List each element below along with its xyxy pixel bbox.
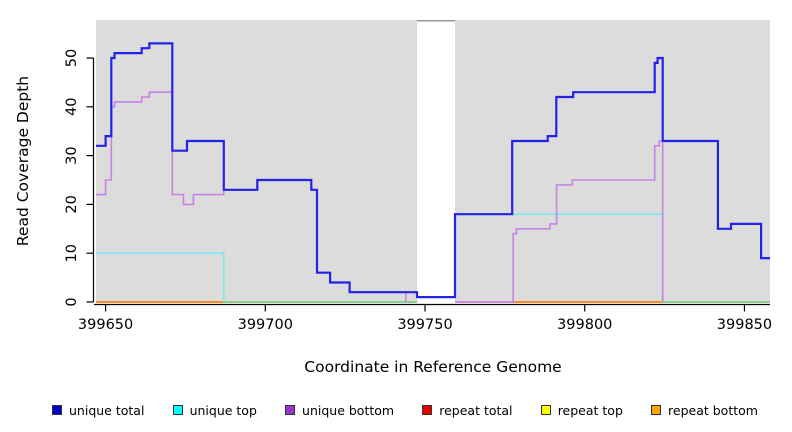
legend-label: unique total (69, 402, 145, 418)
y-axis-tick-label: 40 (64, 98, 80, 116)
y-axis-tick-label: 20 (64, 195, 80, 213)
x-axis-tick-label: 399800 (557, 317, 612, 333)
legend-label: repeat top (557, 402, 623, 418)
y-axis-title: Read Coverage Depth (14, 76, 32, 246)
legend-label: repeat total (439, 402, 513, 418)
legend-label: unique top (189, 402, 257, 418)
y-axis-tick-label: 0 (64, 297, 80, 306)
chart-canvas: 399650 399700 399750 399800 399850 0 10 20 30 40 5… (14, 20, 772, 376)
legend-swatch-repeat-bottom (651, 405, 662, 415)
legend-swatch-unique-bottom (285, 405, 296, 415)
legend-item-unique-total: unique total (52, 403, 144, 418)
legend-swatch-unique-top (172, 405, 183, 415)
legend-swatch-unique-total (52, 405, 62, 415)
y-axis-tick-label: 50 (64, 49, 80, 67)
series-unique-bottom-line (455, 140, 664, 303)
series-unique-top-line (96, 252, 225, 302)
x-axis-tick-label: 399650 (78, 317, 133, 333)
legend-label: repeat bottom (668, 402, 758, 418)
legend-item-unique-top: unique top (172, 402, 257, 418)
chart-legend: unique total unique top unique bottom repea… (0, 397, 792, 423)
x-axis-title: Coordinate in Reference Genome (304, 358, 561, 376)
legend-item-unique-bottom: unique bottom (285, 403, 394, 418)
x-axis-tick-label: 399750 (397, 317, 452, 333)
y-axis-tick-label: 10 (64, 244, 80, 262)
x-axis-tick-label: 399850 (717, 317, 772, 333)
legend-item-repeat-bottom: repeat bottom (651, 403, 758, 418)
y-axis-tick-label: 30 (64, 146, 80, 164)
legend-item-repeat-top: repeat top (540, 402, 623, 418)
legend-item-repeat-total: repeat total (422, 402, 513, 418)
legend-label: unique bottom (302, 402, 395, 418)
no-data-gap (417, 20, 456, 302)
x-axis-tick-label: 399700 (238, 317, 293, 333)
legend-swatch-repeat-total (422, 405, 433, 415)
series-unique-total-line (96, 42, 770, 299)
legend-swatch-repeat-top (540, 405, 551, 415)
